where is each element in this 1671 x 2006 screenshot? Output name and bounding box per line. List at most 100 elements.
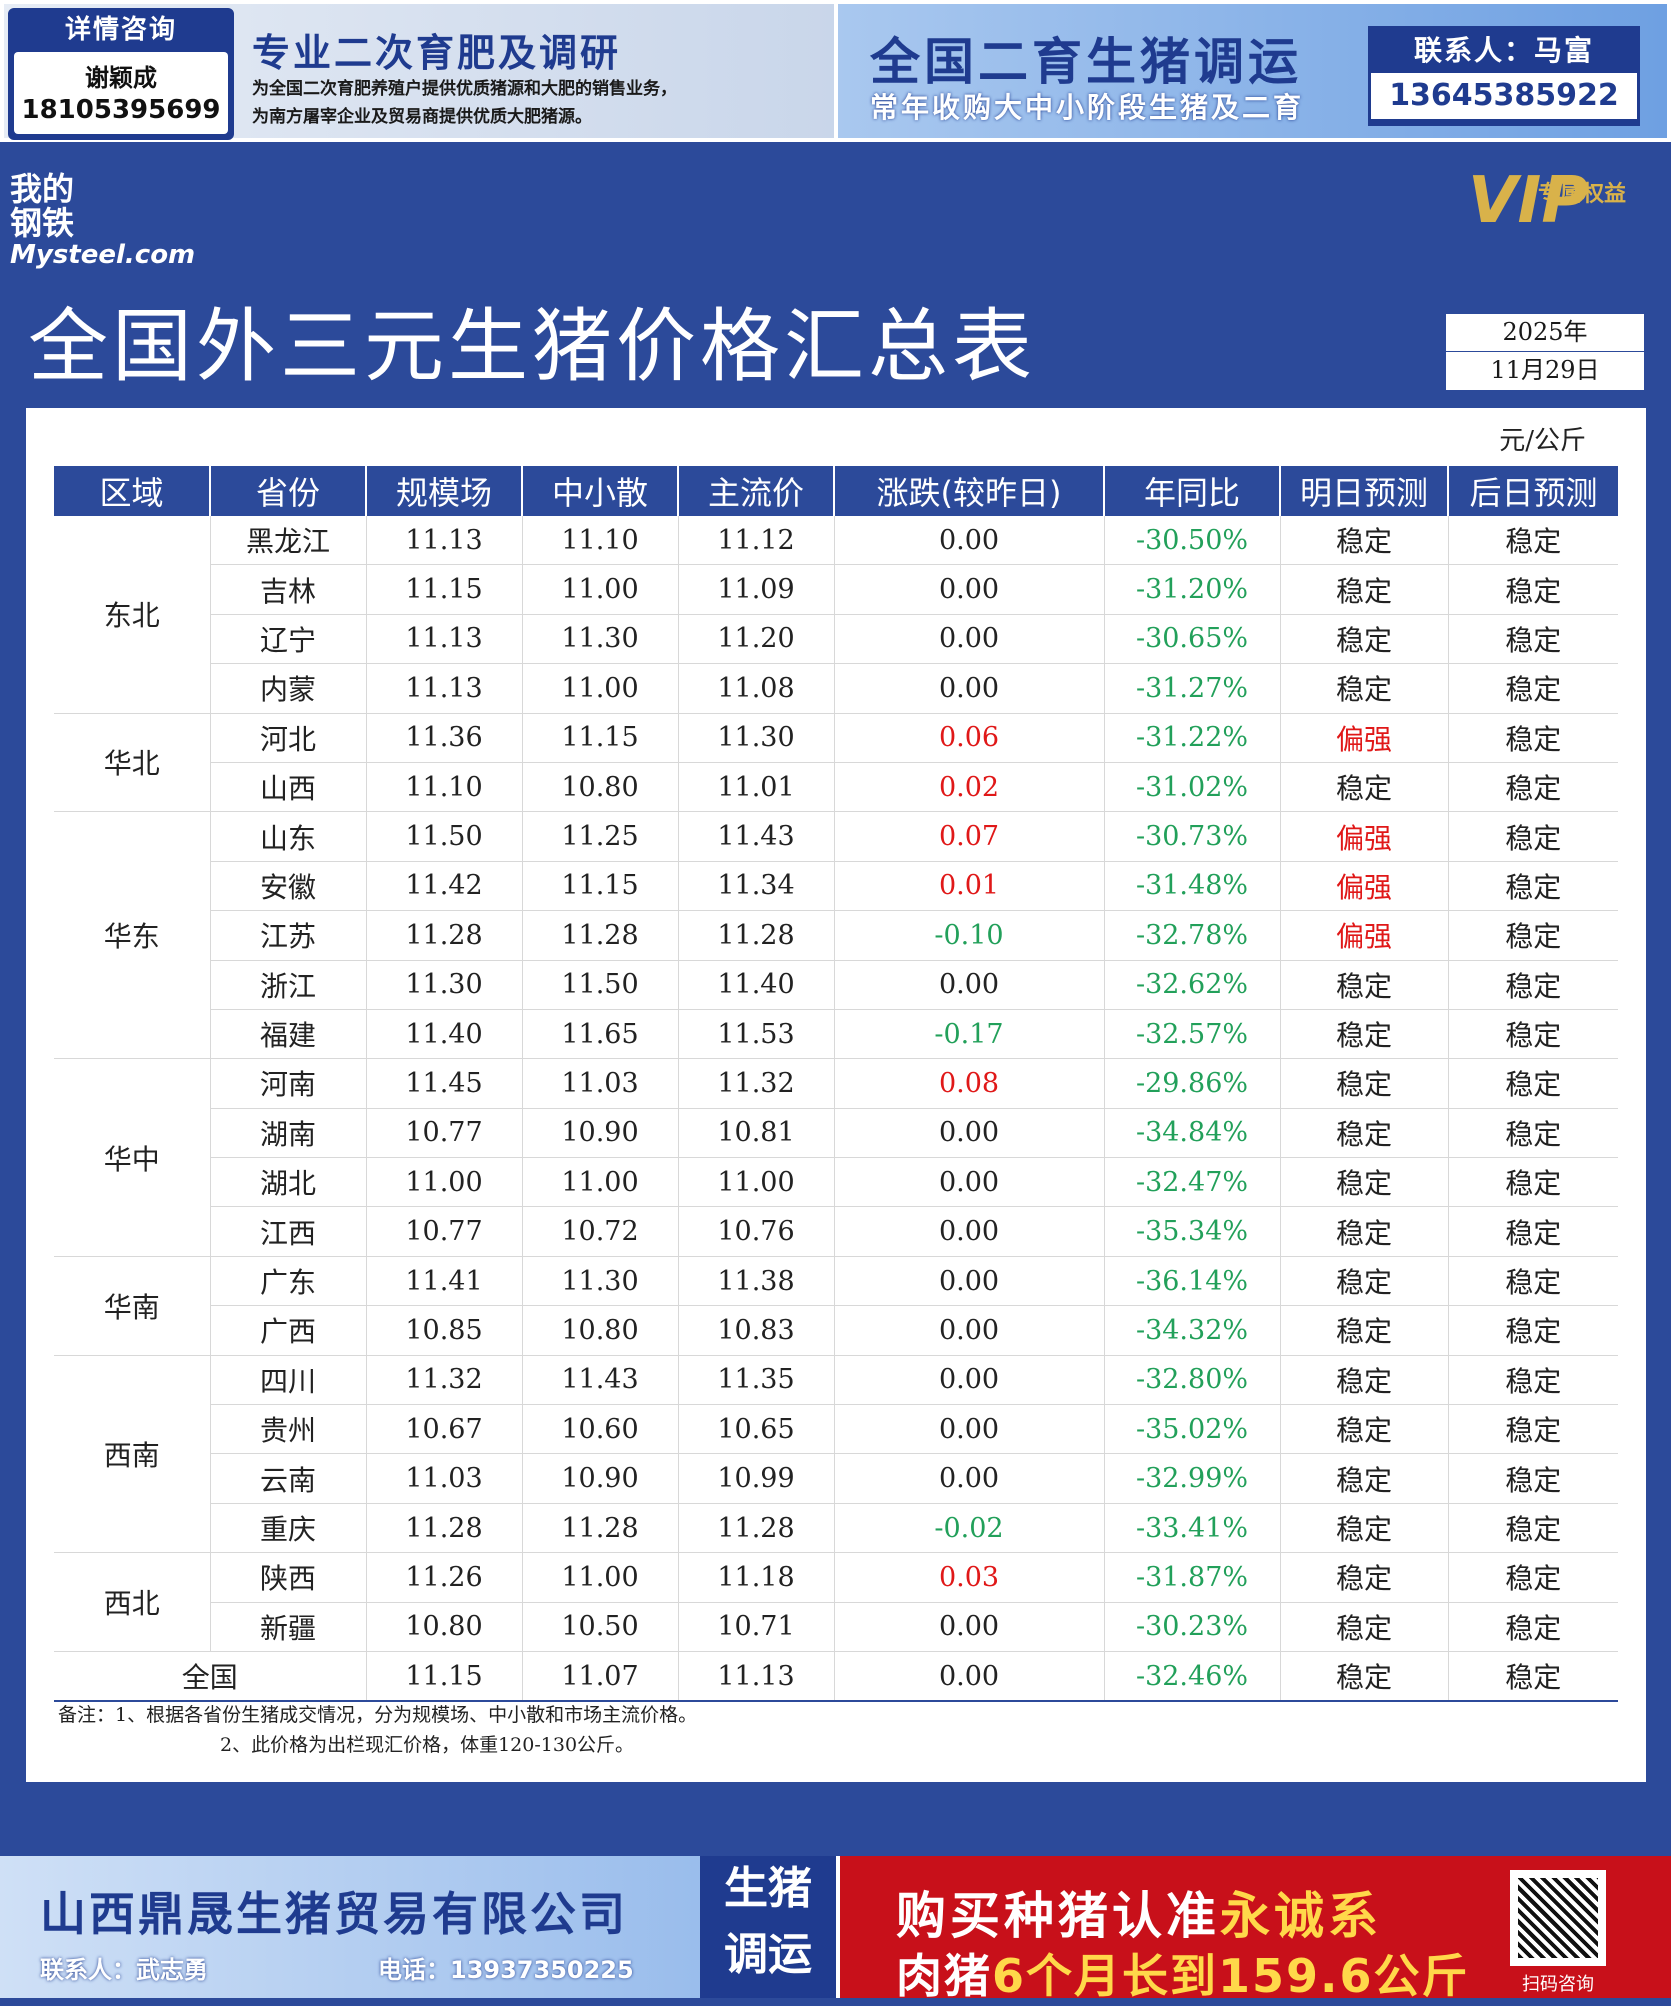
small-farm-price: 11.25	[522, 811, 679, 862]
ad-banner-dingsheng[interactable]: 山西鼎晟生猪贸易有限公司 联系人：武志勇 电话：13937350225 生猪 调…	[0, 1856, 836, 1998]
change-cell: 0.03	[834, 1552, 1105, 1603]
bad2-l1-b: 永诚系	[1220, 1887, 1382, 1945]
forecast-tomorrow: 稳定	[1280, 1602, 1449, 1652]
yoy-cell: -34.84%	[1104, 1108, 1281, 1159]
large-farm-price: 11.10	[366, 762, 523, 813]
consult-box: 详情咨询 谢颖成 18105395699	[8, 8, 234, 140]
qr-code-icon[interactable]	[1510, 1870, 1606, 1966]
change-cell: 0.00	[834, 1157, 1105, 1208]
note-2: 2、此价格为出栏现汇价格，体重120-130公斤。	[220, 1734, 635, 1756]
change-cell: 0.02	[834, 762, 1105, 813]
forecast-after: 稳定	[1448, 1355, 1618, 1406]
change-cell: 0.01	[834, 861, 1105, 912]
change-cell: 0.00	[834, 614, 1105, 665]
large-farm-price: 11.45	[366, 1058, 523, 1109]
table-row: 福建 11.40 11.65 11.53 -0.17 -32.57% 稳定 稳定	[54, 1009, 1618, 1060]
main-price: 11.34	[678, 861, 835, 912]
forecast-after: 稳定	[1448, 1651, 1618, 1703]
column-header: 规模场	[366, 466, 523, 516]
bad1-phone: 电话：13937350225	[378, 1956, 634, 1984]
consult-phone: 18105395699	[21, 95, 221, 125]
province-cell: 江苏	[210, 910, 367, 961]
forecast-after: 稳定	[1448, 1058, 1618, 1109]
small-farm-price: 11.43	[522, 1355, 679, 1406]
yoy-cell: -35.34%	[1104, 1206, 1281, 1257]
main-price: 10.76	[678, 1206, 835, 1257]
main-price: 11.20	[678, 614, 835, 665]
region-cell: 西南	[54, 1355, 211, 1554]
region-cell: 华北	[54, 713, 211, 813]
bad1-side-2: 调运	[724, 1929, 812, 1980]
forecast-after: 稳定	[1448, 1404, 1618, 1455]
forecast-after: 稳定	[1448, 663, 1618, 714]
ad1-line1: 为全国二次育肥养殖户提供优质猪源和大肥的销售业务，	[252, 79, 677, 99]
yoy-cell: -32.62%	[1104, 960, 1281, 1010]
forecast-after: 稳定	[1448, 516, 1618, 566]
table-row: 华北 河北 11.36 11.15 11.30 0.06 -31.22% 偏强 稳定	[54, 713, 1618, 813]
large-farm-price: 10.80	[366, 1602, 523, 1652]
small-farm-price: 11.28	[522, 1503, 679, 1554]
vip-badge[interactable]: VIP 专属权益	[1468, 164, 1628, 244]
large-farm-price: 11.41	[366, 1256, 523, 1307]
large-farm-price: 10.77	[366, 1108, 523, 1159]
ad-banner-fattening[interactable]: 详情咨询 谢颖成 18105395699 专业二次育肥及调研 为全国二次育肥养殖…	[4, 4, 834, 140]
yoy-cell: -32.80%	[1104, 1355, 1281, 1406]
table-row: 华南 广东 11.41 11.30 11.38 0.00 -36.14% 稳定 稳定	[54, 1256, 1618, 1356]
table-row: 华中 河南 11.45 11.03 11.32 0.08 -29.86% 稳定 稳定	[54, 1058, 1618, 1257]
forecast-tomorrow: 稳定	[1280, 614, 1449, 665]
province-cell: 福建	[210, 1009, 367, 1060]
table-row: 湖南 10.77 10.90 10.81 0.00 -34.84% 稳定 稳定	[54, 1108, 1618, 1159]
forecast-tomorrow: 稳定	[1280, 516, 1449, 566]
forecast-after: 稳定	[1448, 1305, 1618, 1356]
table-row: 云南 11.03 10.90 10.99 0.00 -32.99% 稳定 稳定	[54, 1453, 1618, 1504]
province-cell: 陕西	[210, 1552, 367, 1603]
forecast-tomorrow: 稳定	[1280, 663, 1449, 714]
small-farm-price: 11.00	[522, 1157, 679, 1208]
province-cell: 吉林	[210, 564, 367, 615]
vip-subtext: 专属权益	[1538, 182, 1627, 207]
small-farm-price: 11.10	[522, 516, 679, 566]
ad-banner-yongcheng[interactable]: 购买种猪认准永诚系 肉猪6个月长到159.6公斤 扫码咨询	[840, 1856, 1671, 2003]
region-cell: 东北	[54, 516, 211, 714]
main-price: 11.18	[678, 1552, 835, 1603]
bad2-line2: 肉猪6个月长到159.6公斤	[896, 1940, 1470, 2006]
forecast-after: 稳定	[1448, 1157, 1618, 1208]
change-cell: 0.00	[834, 663, 1105, 714]
forecast-tomorrow: 稳定	[1280, 762, 1449, 813]
yoy-cell: -30.73%	[1104, 811, 1281, 862]
main-price: 11.35	[678, 1355, 835, 1406]
ad-banner-transport[interactable]: 全国二育生猪调运 常年收购大中小阶段生猪及二育 联系人：马富 136453859…	[838, 4, 1667, 138]
table-row: 辽宁 11.13 11.30 11.20 0.00 -30.65% 稳定 稳定	[54, 614, 1618, 665]
yoy-cell: -31.02%	[1104, 762, 1281, 813]
table-row: 华东 山东 11.50 11.25 11.43 0.07 -30.73% 偏强 稳定	[54, 811, 1618, 1060]
yoy-cell: -32.46%	[1104, 1651, 1281, 1703]
small-farm-price: 11.00	[522, 564, 679, 615]
small-farm-price: 11.15	[522, 713, 679, 763]
small-farm-price: 11.00	[522, 663, 679, 714]
table-row: 江西 10.77 10.72 10.76 0.00 -35.34% 稳定 稳定	[54, 1206, 1618, 1257]
yoy-cell: -32.47%	[1104, 1157, 1281, 1208]
top-banner: 详情咨询 谢颖成 18105395699 专业二次育肥及调研 为全国二次育肥养殖…	[0, 0, 1671, 142]
bad1-side-1: 生猪	[724, 1863, 812, 1914]
mysteel-logo[interactable]: 我的钢铁 Mysteel.com	[10, 172, 195, 270]
forecast-after: 稳定	[1448, 861, 1618, 912]
forecast-after: 稳定	[1448, 564, 1618, 615]
yoy-cell: -29.86%	[1104, 1058, 1281, 1109]
table-row: 吉林 11.15 11.00 11.09 0.00 -31.20% 稳定 稳定	[54, 564, 1618, 615]
small-farm-price: 11.30	[522, 614, 679, 665]
table-header: 区域 省份 规模场 中小散 主流价 涨跌(较昨日) 年同比 明日预测 后日预测	[54, 466, 1618, 516]
forecast-tomorrow: 稳定	[1280, 1503, 1449, 1554]
table-row: 浙江 11.30 11.50 11.40 0.00 -32.62% 稳定 稳定	[54, 960, 1618, 1010]
change-cell: 0.00	[834, 1305, 1105, 1356]
forecast-after: 稳定	[1448, 1503, 1618, 1554]
province-cell: 内蒙	[210, 663, 367, 714]
yoy-cell: -32.78%	[1104, 910, 1281, 961]
vip-text: VIP	[1468, 164, 1589, 238]
main-price: 10.99	[678, 1453, 835, 1504]
table-row: 江苏 11.28 11.28 11.28 -0.10 -32.78% 偏强 稳定	[54, 910, 1618, 961]
large-farm-price: 11.03	[366, 1453, 523, 1504]
province-cell: 山东	[210, 811, 367, 862]
change-cell: 0.08	[834, 1058, 1105, 1109]
change-cell: 0.00	[834, 1355, 1105, 1406]
small-farm-price: 10.80	[522, 762, 679, 813]
